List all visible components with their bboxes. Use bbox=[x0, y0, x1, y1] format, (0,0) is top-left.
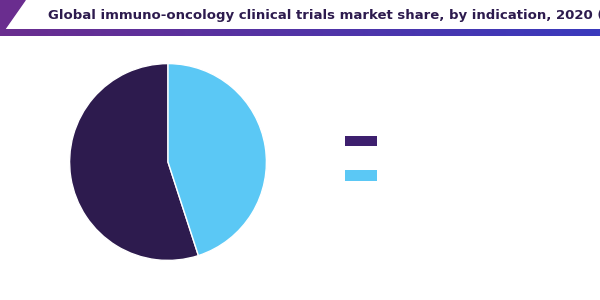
FancyBboxPatch shape bbox=[345, 136, 377, 146]
Wedge shape bbox=[70, 64, 199, 260]
Text: Global immuno-oncology clinical trials market share, by indication, 2020 (%): Global immuno-oncology clinical trials m… bbox=[48, 9, 600, 22]
FancyBboxPatch shape bbox=[345, 170, 377, 181]
Wedge shape bbox=[168, 64, 266, 256]
Polygon shape bbox=[0, 0, 25, 36]
